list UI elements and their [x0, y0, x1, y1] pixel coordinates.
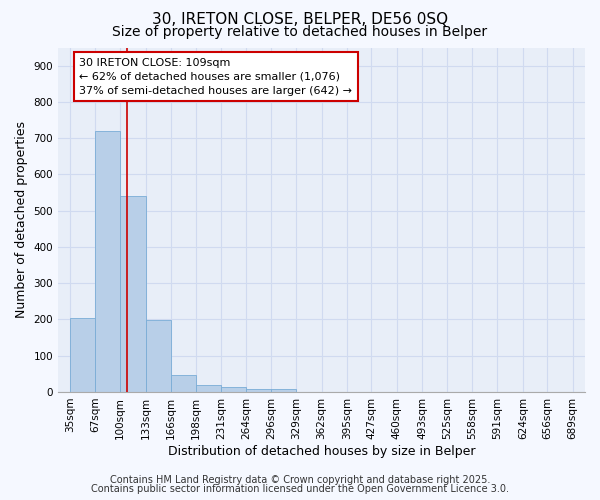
Bar — [271, 390, 296, 392]
Bar — [171, 375, 196, 392]
Text: Size of property relative to detached houses in Belper: Size of property relative to detached ho… — [112, 25, 488, 39]
Text: 30, IRETON CLOSE, BELPER, DE56 0SQ: 30, IRETON CLOSE, BELPER, DE56 0SQ — [152, 12, 448, 28]
Bar — [146, 320, 171, 392]
Bar — [95, 131, 120, 392]
Text: 30 IRETON CLOSE: 109sqm
← 62% of detached houses are smaller (1,076)
37% of semi: 30 IRETON CLOSE: 109sqm ← 62% of detache… — [79, 58, 352, 96]
Text: Contains HM Land Registry data © Crown copyright and database right 2025.: Contains HM Land Registry data © Crown c… — [110, 475, 490, 485]
Y-axis label: Number of detached properties: Number of detached properties — [15, 121, 28, 318]
Bar — [120, 196, 146, 392]
Bar — [70, 318, 95, 392]
X-axis label: Distribution of detached houses by size in Belper: Distribution of detached houses by size … — [168, 444, 475, 458]
Text: Contains public sector information licensed under the Open Government Licence 3.: Contains public sector information licen… — [91, 484, 509, 494]
Bar — [221, 387, 246, 392]
Bar — [196, 384, 221, 392]
Bar — [246, 389, 271, 392]
